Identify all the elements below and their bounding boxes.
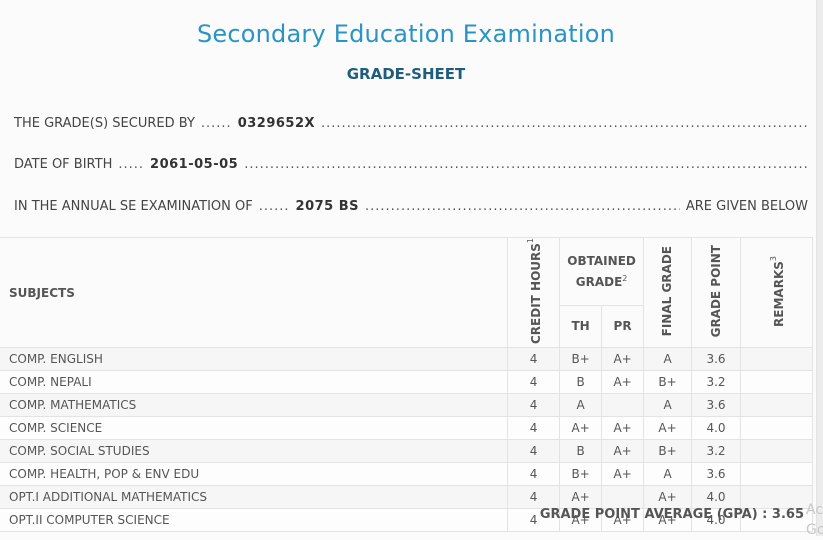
grade-point-cell: 3.2: [691, 370, 741, 394]
table-row: COMP. SCIENCE 4 A+ A+ A+ 4.0: [0, 416, 813, 440]
page-subtitle: GRADE-SHEET: [346, 65, 466, 83]
grade-point-cell: 3.6: [691, 393, 741, 417]
table-row: COMP. HEALTH, POP & ENV EDU 4 B+ A+ A 3.…: [0, 462, 813, 486]
secured-by-label: THE GRADE(S) SECURED BY: [14, 116, 195, 131]
final-grade-cell: B+: [643, 439, 693, 463]
pr-cell: [601, 393, 645, 417]
exam-line: IN THE ANNUAL SE EXAMINATION OF ...... 2…: [14, 199, 808, 214]
final-grade-cell: B+: [643, 370, 693, 394]
table-row: OPT.II COMPUTER SCIENCE 4 A+ A+ A+ 4.0: [0, 508, 813, 532]
subject-cell: COMP. ENGLISH: [0, 347, 509, 371]
credit-cell: 4: [507, 393, 561, 417]
remarks-cell: [740, 370, 813, 394]
page-title: Secondary Education Examination: [196, 20, 616, 48]
pr-cell: A+: [601, 462, 645, 486]
credit-cell: 4: [507, 416, 561, 440]
credit-cell: 4: [507, 439, 561, 463]
grade-point-cell: 3.2: [691, 439, 741, 463]
credit-cell: 4: [507, 462, 561, 486]
grade-point-cell: 4.0: [691, 416, 741, 440]
subject-cell: OPT.I ADDITIONAL MATHEMATICS: [0, 485, 509, 509]
dob-label: DATE OF BIRTH: [14, 157, 113, 172]
pr-cell: A+: [601, 416, 645, 440]
th-cell: B: [559, 439, 603, 463]
credit-cell: 4: [507, 347, 561, 371]
subject-cell: COMP. SOCIAL STUDIES: [0, 439, 509, 463]
pr-cell: A+: [601, 347, 645, 371]
dot-leader: .....: [118, 157, 145, 172]
subjects-header: SUBJECTS: [0, 237, 509, 348]
th-header: TH: [559, 304, 603, 349]
exam-label: IN THE ANNUAL SE EXAMINATION OF: [14, 199, 253, 214]
credit-cell: 4: [507, 508, 561, 532]
grade-point-cell: 4.0: [691, 485, 741, 509]
remarks-cell: [740, 462, 813, 486]
remarks-cell: [740, 393, 813, 417]
table-row: COMP. MATHEMATICS 4 A A 3.6: [0, 393, 813, 417]
grade-point-cell: 3.6: [691, 462, 741, 486]
final-grade-cell: A+: [643, 485, 693, 509]
remarks-cell: [740, 485, 813, 509]
grades-table: SUBJECTS CREDIT HOURS1 OBTAINED GRADE2 F…: [0, 237, 813, 532]
final-grade-cell: A+: [643, 508, 693, 532]
th-cell: B+: [559, 347, 603, 371]
th-cell: A+: [559, 508, 603, 532]
final-grade-cell: A: [643, 393, 693, 417]
symbol-number: 0329652X: [237, 116, 316, 131]
dot-leader: ........................................…: [321, 116, 808, 131]
th-cell: B+: [559, 462, 603, 486]
subject-cell: COMP. NEPALI: [0, 370, 509, 394]
final-grade-cell: A: [643, 347, 693, 371]
pr-cell: [601, 485, 645, 509]
obtained-grade-header: OBTAINED GRADE2: [559, 237, 645, 306]
pr-header: PR: [601, 304, 645, 349]
pr-cell: A+: [601, 370, 645, 394]
exam-year: 2075 BS: [295, 199, 360, 214]
remarks-cell: [740, 416, 813, 440]
grade-point-cell: 3.6: [691, 347, 741, 371]
credit-cell: 4: [507, 370, 561, 394]
secured-by-line: THE GRADE(S) SECURED BY ...... 0329652X …: [14, 116, 808, 131]
gpa-value: 3.65: [771, 507, 804, 522]
grade-point-header: GRADE POINT: [691, 237, 741, 348]
subject-cell: COMP. HEALTH, POP & ENV EDU: [0, 462, 509, 486]
th-cell: A+: [559, 416, 603, 440]
subject-cell: COMP. SCIENCE: [0, 416, 509, 440]
dob-value: 2061-05-05: [150, 157, 239, 172]
remarks-cell: [740, 508, 813, 532]
activation-watermark: Ac Go: [806, 502, 823, 538]
pr-cell: A+: [601, 439, 645, 463]
exam-tail: ARE GIVEN BELOW: [685, 199, 808, 214]
dot-leader: ........................................…: [365, 199, 680, 214]
dot-leader: ........................................…: [244, 157, 808, 172]
subject-cell: COMP. MATHEMATICS: [0, 393, 509, 417]
dot-leader: ......: [200, 116, 232, 131]
final-grade-cell: A+: [643, 416, 693, 440]
final-grade-header: FINAL GRADE: [643, 237, 693, 348]
table-row: OPT.I ADDITIONAL MATHEMATICS 4 A+ A+ 4.0: [0, 485, 813, 509]
window-edge: [816, 0, 823, 536]
subject-cell: OPT.II COMPUTER SCIENCE: [0, 508, 509, 532]
table-row: COMP. SOCIAL STUDIES 4 B A+ B+ 3.2: [0, 439, 813, 463]
dot-leader: ......: [258, 199, 290, 214]
th-cell: B: [559, 370, 603, 394]
table-row: COMP. ENGLISH 4 B+ A+ A 3.6: [0, 347, 813, 371]
th-cell: A: [559, 393, 603, 417]
dob-line: DATE OF BIRTH ..... 2061-05-05 .........…: [14, 157, 808, 172]
credit-cell: 4: [507, 485, 561, 509]
credit-hours-header: CREDIT HOURS1: [507, 237, 561, 348]
th-cell: A+: [559, 485, 603, 509]
remarks-cell: [740, 439, 813, 463]
gpa-summary: GRADE POINT AVERAGE (GPA) : 3.65: [540, 507, 804, 522]
table-row: COMP. NEPALI 4 B A+ B+ 3.2: [0, 370, 813, 394]
pr-cell: A+: [601, 508, 645, 532]
remarks-cell: [740, 347, 813, 371]
final-grade-cell: A: [643, 462, 693, 486]
remarks-header: REMARKS3: [740, 237, 813, 348]
gpa-label: GRADE POINT AVERAGE (GPA) :: [539, 507, 768, 522]
